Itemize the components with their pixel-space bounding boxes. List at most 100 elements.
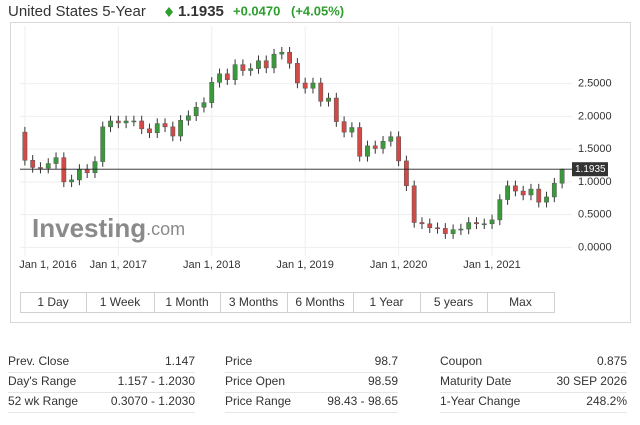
candle-body (209, 82, 215, 103)
range-button-label[interactable]: Max (509, 295, 532, 309)
candle-body (380, 141, 386, 149)
candle-body (497, 199, 503, 221)
candle-body (38, 167, 43, 169)
candle-body (263, 60, 269, 69)
plot: 0.0000 0.5000 1.0000 1.5000 2.0000 2.5000 Jan … (19, 26, 612, 271)
range-button-label[interactable]: 1 Week (100, 295, 141, 309)
stats-table: Prev. Close 1.147 Day's Range 1.157 - 1.203… (8, 354, 627, 413)
candle-body (318, 82, 324, 102)
candle-body (365, 145, 370, 157)
y-tick-label: 2.5000 (578, 78, 612, 90)
candle-body (411, 185, 417, 223)
candle-body (513, 185, 518, 192)
x-tick-label: Jan 1, 2018 (183, 259, 241, 271)
candle-body (520, 190, 526, 196)
stat-value: 0.875 (597, 354, 627, 368)
candle-body (248, 68, 254, 71)
candle-body (427, 223, 433, 228)
candle-body (77, 169, 82, 181)
candle-body (30, 160, 36, 168)
watermark-brand: Investing (32, 213, 146, 243)
y-tick-label: 0.0000 (578, 241, 612, 253)
candle-body (333, 97, 339, 122)
candle-body (279, 51, 285, 55)
instrument-title: United States 5-Year (8, 3, 146, 20)
candle-body (84, 169, 90, 173)
candle-body (240, 64, 246, 71)
y-tick-label: 1.5000 (578, 143, 612, 155)
stat-label: Price Range (225, 394, 291, 408)
y-tick-label: 0.5000 (578, 209, 612, 221)
candle-body (435, 227, 440, 229)
range-selector: 1 Day 1 Week 1 Month 3 Months 6 Months 1 Year… (20, 292, 555, 313)
candle-body (224, 73, 230, 80)
candle-body (466, 222, 472, 230)
candle-body (341, 121, 347, 133)
x-tick-label: Jan 1, 2019 (276, 259, 334, 271)
last-price: 1.1935 (178, 3, 224, 20)
range-button[interactable] (487, 292, 555, 313)
candle-body (528, 188, 534, 196)
candle-body (450, 229, 456, 234)
candle-body (69, 179, 74, 183)
candle-body (481, 223, 487, 226)
range-button-label[interactable]: 1 Year (369, 295, 403, 309)
stat-label: 52 wk Range (8, 394, 78, 408)
stat-value: 1.157 - 1.2030 (118, 374, 196, 388)
candle-body (326, 97, 331, 102)
stat-value: 1.147 (165, 354, 195, 368)
stat-label: 1-Year Change (440, 394, 521, 408)
stat-label: Maturity Date (440, 374, 512, 388)
candle-body (22, 131, 28, 161)
x-tick-label: Jan 1, 2020 (370, 259, 428, 271)
candle-body (544, 196, 549, 203)
last-price-box (572, 162, 608, 177)
stat-label: Prev. Close (8, 354, 69, 368)
candle-body (61, 157, 67, 183)
candle-body (100, 126, 106, 162)
range-button-label[interactable]: 6 Months (295, 295, 344, 309)
candle-body (217, 73, 222, 83)
up-icon (165, 7, 173, 17)
candle-body (536, 188, 542, 203)
candle-body (372, 145, 378, 149)
range-button-label[interactable]: 5 years (434, 295, 473, 309)
candle-body (349, 127, 355, 133)
range-button-label[interactable]: 1 Day (37, 295, 68, 309)
candle-body (45, 163, 51, 169)
candle-body (147, 128, 152, 134)
candle-body (388, 136, 394, 142)
stat-value: 98.7 (375, 354, 399, 368)
candle-body (131, 120, 137, 123)
candle-body (396, 136, 401, 162)
candle-body (170, 126, 176, 137)
candle-body (154, 123, 160, 134)
candle-body (489, 219, 495, 225)
candle-body (178, 120, 183, 137)
stat-label: Price (225, 354, 253, 368)
price-change: +0.0470 (233, 3, 280, 18)
candle-body (302, 82, 308, 89)
y-tick-label: 1.0000 (578, 176, 612, 188)
stat-value: 0.3070 - 1.2030 (111, 394, 195, 408)
range-button-label[interactable]: 3 Months (229, 295, 278, 309)
stat-label: Day's Range (8, 374, 77, 388)
candle-body (287, 51, 292, 64)
candle-body (53, 157, 59, 164)
candle-body (310, 82, 316, 89)
candle-body (458, 228, 464, 231)
candle-body (404, 160, 409, 187)
x-tick-label: Jan 1, 2016 (19, 259, 77, 271)
candle-body (108, 120, 113, 128)
x-tick-label: Jan 1, 2017 (90, 259, 148, 271)
candle-body (357, 127, 363, 157)
stat-value: 248.2% (586, 394, 627, 408)
chart-frame (10, 22, 631, 323)
watermark: Investing.com (32, 213, 185, 243)
candle-body (115, 120, 121, 124)
candle-body (474, 222, 479, 225)
candle-body (201, 102, 207, 108)
range-button-label[interactable]: 1 Month (165, 295, 208, 309)
candle-body (271, 53, 277, 69)
